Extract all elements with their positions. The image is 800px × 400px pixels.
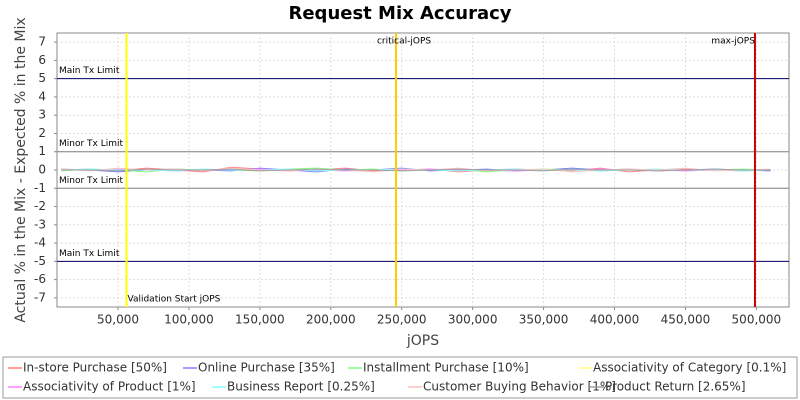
marker-label: critical-jOPS (377, 37, 431, 47)
reference-label: Main Tx Limit (59, 249, 120, 259)
y-tick-label: -1 (34, 181, 46, 195)
legend-label: Installment Purchase [10%] (363, 361, 529, 375)
y-tick-label: 6 (38, 53, 46, 67)
y-tick-label: 2 (38, 126, 46, 140)
y-tick-label: 0 (38, 163, 46, 177)
x-axis-title: jOPS (406, 333, 439, 349)
y-tick-label: -2 (34, 199, 46, 213)
legend: In-store Purchase [50%] Online Purchase [… (8, 361, 786, 394)
marker-label: max-jOPS (711, 37, 755, 47)
x-tick-label: 350,000 (519, 313, 569, 327)
legend-label: Associativity of Product [1%] (23, 380, 196, 394)
reference-label: Minor Tx Limit (59, 139, 124, 149)
x-tick-label: 200,000 (306, 313, 356, 327)
x-tick-label: 250,000 (377, 313, 427, 327)
marker-label: Validation Start jOPS (128, 295, 221, 305)
x-tick-label: 100,000 (164, 313, 214, 327)
y-tick-label: 3 (38, 108, 46, 122)
legend-label: In-store Purchase [50%] (23, 361, 167, 375)
y-tick-label: -4 (34, 236, 46, 250)
reference-label: Minor Tx Limit (59, 176, 124, 186)
y-tick-label: 4 (38, 89, 46, 103)
legend-label: Business Report [0.25%] (227, 380, 375, 394)
x-tick-label: 300,000 (448, 313, 498, 327)
y-tick-label: 7 (38, 35, 46, 49)
x-tick-label: 150,000 (235, 313, 285, 327)
x-tick-label: 50,000 (97, 313, 139, 327)
x-tick-label: 400,000 (590, 313, 640, 327)
y-tick-label: 5 (38, 71, 46, 85)
legend-box (2, 356, 798, 399)
x-tick-label: 500,000 (732, 313, 782, 327)
legend-label: Customer Buying Behavior [1%] (423, 380, 616, 394)
legend-label: Online Purchase [35%] (198, 361, 335, 375)
y-tick-label: -5 (34, 254, 46, 268)
y-tick-label: 1 (38, 144, 46, 158)
legend-label: Associativity of Category [0.1%] (593, 361, 786, 375)
chart-title: Request Mix Accuracy (288, 3, 511, 24)
series-line (61, 167, 771, 173)
y-axis-title: Actual % in the Mix - Expected % in the … (13, 17, 29, 322)
y-tick-label: -6 (34, 272, 46, 286)
y-tick-label: -3 (34, 217, 46, 231)
series-line (61, 168, 771, 172)
reference-label: Main Tx Limit (59, 66, 120, 76)
x-tick-label: 450,000 (661, 313, 711, 327)
legend-label: Product Return [2.65%] (605, 380, 746, 394)
y-tick-label: -7 (34, 290, 46, 304)
